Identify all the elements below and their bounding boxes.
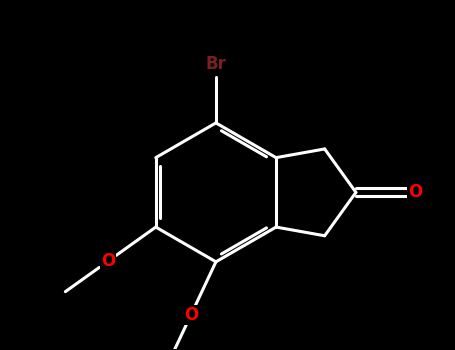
Text: O: O [408,183,422,201]
Text: O: O [101,252,115,271]
Text: O: O [184,306,198,324]
Text: Br: Br [206,55,227,73]
